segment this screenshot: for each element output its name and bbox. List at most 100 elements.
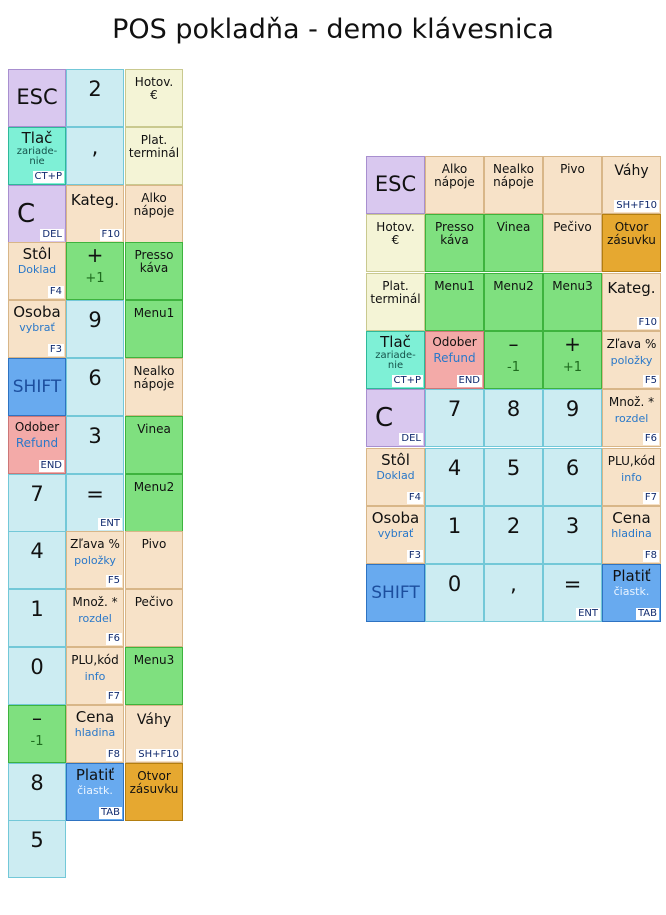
key-alko[interactable]: Alko nápoje <box>425 156 484 214</box>
key-n1[interactable]: 1 <box>425 506 484 564</box>
key-n8[interactable]: 8 <box>484 389 543 447</box>
key-plu[interactable]: PLU,kód info F7 <box>602 448 661 506</box>
key-pecivo[interactable]: Pečivo <box>125 589 183 647</box>
key-label: 3 <box>88 424 102 448</box>
key-menu3[interactable]: Menu3 <box>543 273 602 331</box>
key-sublabel: Refund <box>433 351 476 365</box>
key-mnoz[interactable]: Množ. * rozdel F6 <box>66 589 124 647</box>
key-platit[interactable]: Platiť čiastk. TAB <box>602 564 661 622</box>
key-plat-term[interactable]: Plat. terminál <box>366 273 425 331</box>
key-n7[interactable]: 7 <box>425 389 484 447</box>
key-alko[interactable]: Alko nápoje <box>125 185 183 243</box>
key-n5[interactable]: 5 <box>8 820 66 878</box>
key-label: , <box>510 572 517 596</box>
key-n4[interactable]: 4 <box>8 531 66 589</box>
key-n5[interactable]: 5 <box>484 448 543 506</box>
key-nealko[interactable]: Nealko nápoje <box>484 156 543 214</box>
key-label: Nealko nápoje <box>133 364 175 391</box>
key-n8[interactable]: 8 <box>8 763 66 821</box>
key-vahy[interactable]: Váhy SH+F10 <box>602 156 661 214</box>
key-esc[interactable]: ESC <box>366 156 425 214</box>
key-platit[interactable]: Platiť čiastk. TAB <box>66 763 124 821</box>
key-n1[interactable]: 1 <box>8 589 66 647</box>
key-label: Tlač <box>380 333 411 351</box>
key-pivo[interactable]: Pivo <box>125 531 183 589</box>
key-shortcut: F10 <box>636 317 659 329</box>
key-n9[interactable]: 9 <box>66 300 124 358</box>
key-label: Alko nápoje <box>133 191 175 218</box>
key-label: Osoba <box>371 509 420 527</box>
key-n0[interactable]: 0 <box>8 647 66 705</box>
key-stol[interactable]: Stôl Doklad F4 <box>366 448 425 506</box>
key-pecivo[interactable]: Pečivo <box>543 214 602 272</box>
key-label: 6 <box>88 366 102 390</box>
key-c[interactable]: C DEL <box>366 389 425 447</box>
key-eq[interactable]: = ENT <box>543 564 602 622</box>
key-osoba[interactable]: Osoba vybrať F3 <box>366 506 425 564</box>
key-menu1[interactable]: Menu1 <box>425 273 484 331</box>
key-menu3[interactable]: Menu3 <box>125 647 183 705</box>
key-plus[interactable]: + +1 <box>66 242 124 300</box>
key-hotov[interactable]: Hotov. € <box>366 214 425 272</box>
key-n3[interactable]: 3 <box>543 506 602 564</box>
key-tlac[interactable]: Tlač zariade- nie CT+P <box>366 331 425 389</box>
key-kateg[interactable]: Kateg. F10 <box>66 185 124 243</box>
key-label: Otvor zásuvku <box>129 769 179 796</box>
key-hotov[interactable]: Hotov. € <box>125 69 183 127</box>
key-plus[interactable]: + +1 <box>543 331 602 389</box>
key-minus[interactable]: – -1 <box>484 331 543 389</box>
key-n0[interactable]: 0 <box>425 564 484 622</box>
key-osoba[interactable]: Osoba vybrať F3 <box>8 300 66 358</box>
key-n6[interactable]: 6 <box>66 358 124 416</box>
key-comma[interactable]: , <box>66 127 124 185</box>
key-kateg[interactable]: Kateg. F10 <box>602 273 661 331</box>
key-vinea[interactable]: Vinea <box>484 214 543 272</box>
key-n7[interactable]: 7 <box>8 474 66 532</box>
key-comma[interactable]: , <box>484 564 543 622</box>
key-n2[interactable]: 2 <box>484 506 543 564</box>
key-cena[interactable]: Cena hladina F8 <box>602 506 661 564</box>
key-otvor[interactable]: Otvor zásuvku <box>125 763 183 821</box>
key-plat-term[interactable]: Plat. terminál <box>125 127 183 185</box>
key-n2[interactable]: 2 <box>66 69 124 127</box>
key-label: – <box>32 706 42 730</box>
key-c[interactable]: C DEL <box>8 185 66 243</box>
key-sublabel: Refund <box>15 436 59 450</box>
key-sublabel: Doklad <box>376 469 415 482</box>
key-menu2[interactable]: Menu2 <box>125 474 183 532</box>
key-menu1[interactable]: Menu1 <box>125 300 183 358</box>
key-pivo[interactable]: Pivo <box>543 156 602 214</box>
key-zlava[interactable]: Zľava % položky F5 <box>602 331 661 389</box>
key-n9[interactable]: 9 <box>543 389 602 447</box>
key-label: = <box>563 572 582 596</box>
key-minus[interactable]: – -1 <box>8 705 66 763</box>
key-nealko[interactable]: Nealko nápoje <box>125 358 183 416</box>
key-tlac[interactable]: Tlač zariade- nie CT+P <box>8 127 66 185</box>
key-presso[interactable]: Presso káva <box>125 242 183 300</box>
key-mnoz[interactable]: Množ. * rozdel F6 <box>602 389 661 447</box>
key-n6[interactable]: 6 <box>543 448 602 506</box>
key-stol[interactable]: Stôl Doklad F4 <box>8 242 66 300</box>
key-cena[interactable]: Cena hladina F8 <box>66 705 124 763</box>
key-label: Otvor zásuvku <box>607 220 656 247</box>
key-n4[interactable]: 4 <box>425 448 484 506</box>
key-label: Presso káva <box>134 248 174 275</box>
key-shift[interactable]: SHIFT <box>366 564 425 622</box>
key-presso[interactable]: Presso káva <box>425 214 484 272</box>
key-shortcut: DEL <box>40 229 64 241</box>
key-zlava[interactable]: Zľava % položky F5 <box>66 531 124 589</box>
key-esc[interactable]: ESC <box>8 69 66 127</box>
key-shift[interactable]: SHIFT <box>8 358 66 416</box>
key-plu[interactable]: PLU,kód info F7 <box>66 647 124 705</box>
key-vahy[interactable]: Váhy SH+F10 <box>125 705 183 763</box>
key-odober[interactable]: Odober Refund END <box>425 331 484 389</box>
key-otvor[interactable]: Otvor zásuvku <box>602 214 661 272</box>
key-shortcut: F3 <box>47 344 64 356</box>
key-odober[interactable]: Odober Refund END <box>8 416 66 474</box>
key-vinea[interactable]: Vinea <box>125 416 183 474</box>
key-menu2[interactable]: Menu2 <box>484 273 543 331</box>
key-label: Pečivo <box>553 220 592 234</box>
key-eq[interactable]: = ENT <box>66 474 124 532</box>
key-label: Vinea <box>496 220 531 234</box>
key-n3[interactable]: 3 <box>66 416 124 474</box>
